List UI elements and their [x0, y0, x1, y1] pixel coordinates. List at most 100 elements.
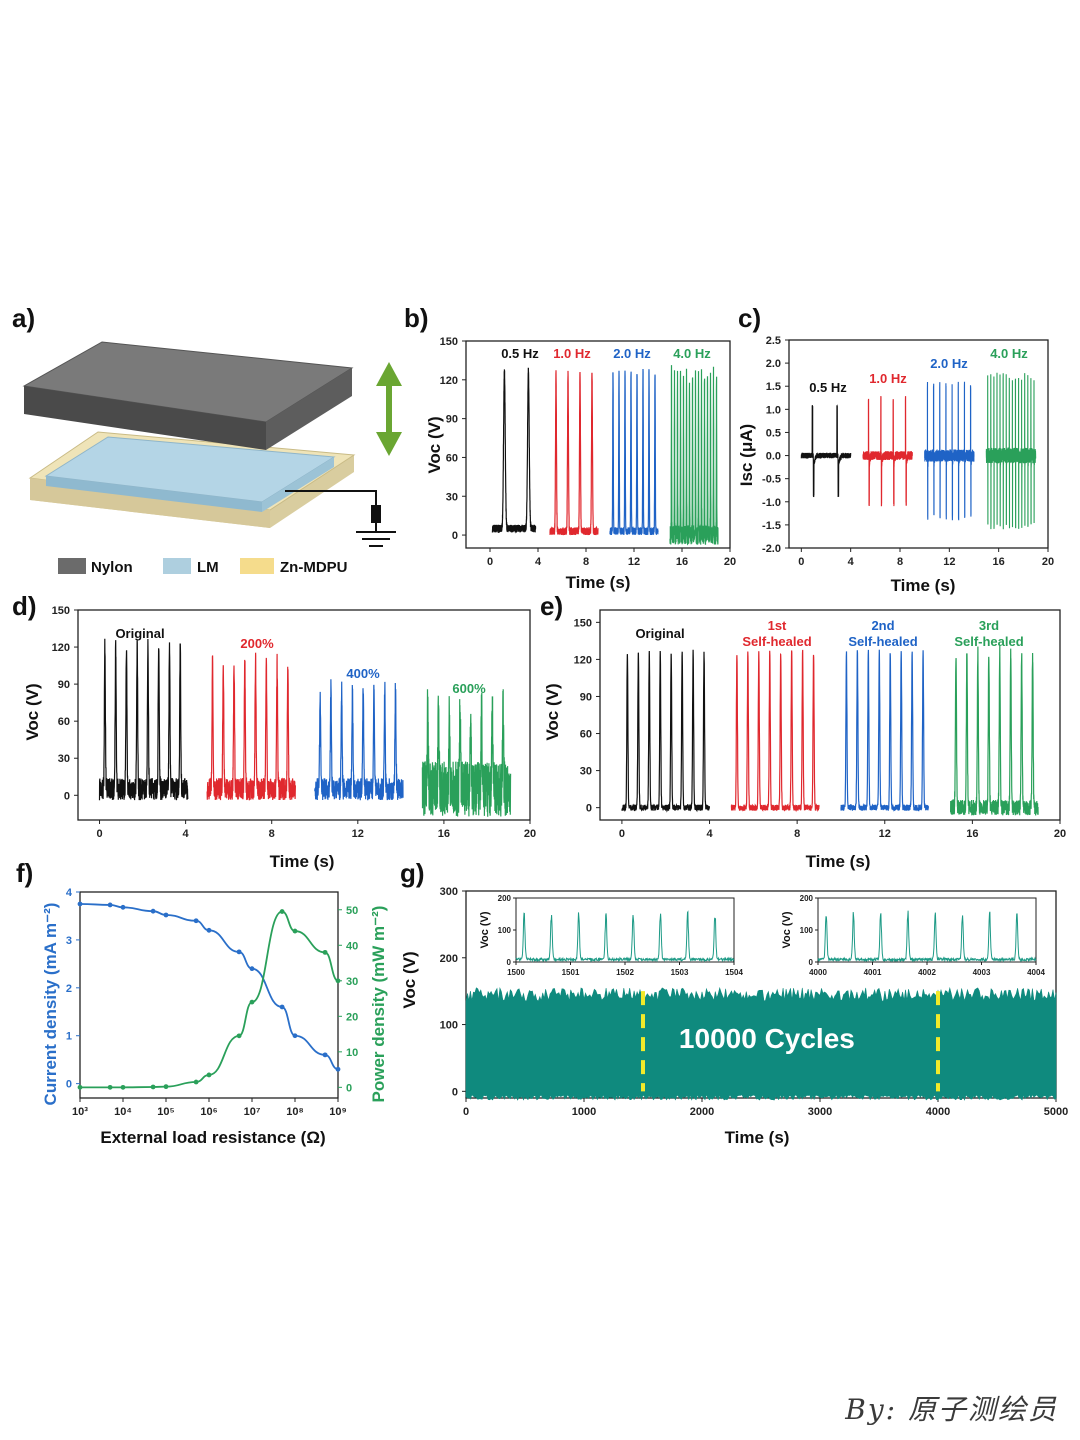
x-tick-label: 2000 [690, 1106, 714, 1118]
data-point [335, 978, 341, 984]
y-tick-label: 0.5 [766, 427, 781, 439]
series-label: Original [115, 626, 164, 641]
panel-f-label: f) [16, 858, 33, 888]
inset-y-tick-label: 100 [498, 926, 512, 935]
inset-x-tick-label: 4004 [1027, 968, 1045, 977]
plot-frame-d [77, 609, 531, 821]
series-label: 600% [452, 681, 486, 696]
data-point [107, 1084, 113, 1090]
x-tick-label: 0 [619, 828, 625, 840]
x-tick-label: 10⁸ [286, 1106, 303, 1118]
y-axis-label: Voc (V) [400, 951, 419, 1008]
data-point [206, 927, 212, 933]
legend-label-lm: LM [197, 559, 219, 576]
chart-d: 0 4 8 12 16 20 0 30 60 90 120 150 Time (s) Voc (V) Ori… [23, 605, 536, 871]
chart-b: 0 4 8 12 16 20 0 30 60 90 120 150 Time (s) Voc (V) 0.5… [425, 336, 736, 592]
x-tick-label: 0 [96, 828, 102, 840]
inset-2: 4000 4001 4002 4003 4004 0 100 200 Voc (V) [781, 894, 1045, 977]
series-line-1 [621, 649, 711, 813]
x-tick-label: 20 [524, 828, 536, 840]
y-tick-label: 90 [446, 414, 458, 426]
y-tick-label: 150 [574, 617, 592, 629]
y-tick-label: 0 [452, 530, 458, 542]
series-line-3 [840, 649, 930, 812]
series-line-4 [421, 689, 512, 817]
inset-y-axis-label: Voc (V) [479, 911, 491, 948]
series-label: Original [635, 626, 684, 641]
y-tick-label: -1.5 [762, 520, 781, 532]
power-density-line [80, 910, 339, 1089]
x-tick-label: 4 [706, 828, 713, 840]
x-tick-label: 20 [1054, 828, 1066, 840]
y-tick-label: 120 [440, 375, 458, 387]
inset-y-axis-label: Voc (V) [781, 911, 793, 948]
legend-swatch-zn-mdpu [240, 558, 274, 574]
series-label: Self-healed [848, 634, 917, 649]
x-tick-label: 20 [724, 556, 736, 568]
data-point [107, 902, 113, 908]
series-label: 2nd [871, 618, 894, 633]
inset-x-tick-label: 4001 [864, 968, 882, 977]
x-tick-label: 10⁵ [157, 1106, 174, 1118]
series-line-4 [669, 365, 719, 546]
inset-series-line [515, 910, 735, 963]
x-tick-label: 3000 [808, 1106, 832, 1118]
data-point [206, 1072, 212, 1078]
panel-a-schematic: a) [12, 303, 402, 576]
x-tick-label: 0 [798, 556, 804, 568]
y-axis-label: Voc (V) [543, 683, 562, 740]
y-tick-label: -0.5 [762, 474, 781, 486]
plot-frame-e [599, 609, 1061, 821]
series-line-4 [985, 372, 1037, 530]
series-label: 400% [346, 666, 380, 681]
data-point [322, 1052, 328, 1058]
data-point [150, 908, 156, 914]
data-point [322, 949, 328, 955]
data-point [249, 966, 255, 972]
x-tick-label: 10⁴ [114, 1106, 132, 1118]
y-tick-label: 4 [66, 887, 73, 899]
x-tick-label: 16 [438, 828, 450, 840]
x-axis-label: Time (s) [270, 852, 335, 871]
y-axis-label: Current density (mA m⁻²) [41, 903, 60, 1106]
series-label: 2.0 Hz [613, 346, 651, 361]
legend-label-nylon: Nylon [91, 559, 133, 576]
x-tick-label: 16 [966, 828, 978, 840]
y-tick-label: 30 [446, 491, 458, 503]
x-axis-label: Time (s) [806, 852, 871, 871]
x-axis-label: Time (s) [566, 573, 631, 592]
inset-x-tick-label: 1500 [507, 968, 525, 977]
series-label: 3rd [979, 618, 999, 633]
x-tick-label: 8 [794, 828, 800, 840]
data-point [193, 918, 199, 924]
chart-c: 0 4 8 12 16 20 -2.0 -1.5 -1.0 -0.5 0.0 0.5 1.0 1.5 2.0… [737, 335, 1054, 595]
data-point [236, 1033, 242, 1039]
x-tick-label: 10³ [72, 1106, 88, 1118]
y2-tick-label: 0 [346, 1082, 352, 1094]
x-tick-label: 12 [879, 828, 891, 840]
y-tick-label: 2 [66, 983, 72, 995]
inset-x-tick-label: 4002 [918, 968, 936, 977]
x-tick-label: 16 [993, 556, 1005, 568]
y-axis-label: Isc (μA) [737, 424, 756, 486]
y-axis-label: Voc (V) [23, 683, 42, 740]
watermark-text: By: 原子测绘员 [845, 1393, 1058, 1426]
x-tick-label: 12 [352, 828, 364, 840]
y-tick-label: 1 [66, 1031, 72, 1043]
y-tick-label: 60 [446, 452, 458, 464]
motion-arrow-icon [376, 362, 402, 456]
data-point [77, 901, 83, 907]
x-tick-label: 1000 [572, 1106, 596, 1118]
y-tick-label: 0 [66, 1079, 72, 1091]
series-label: 4.0 Hz [673, 346, 711, 361]
y-tick-label: 30 [58, 753, 70, 765]
series-line-1 [491, 367, 537, 534]
series-label: 1.0 Hz [869, 371, 907, 386]
y-tick-label: -2.0 [762, 543, 781, 555]
series-line-2 [730, 649, 820, 813]
y-tick-label: 0.0 [766, 451, 781, 463]
x-tick-label: 12 [628, 556, 640, 568]
data-point [279, 909, 285, 914]
inset-x-tick-label: 4003 [973, 968, 991, 977]
